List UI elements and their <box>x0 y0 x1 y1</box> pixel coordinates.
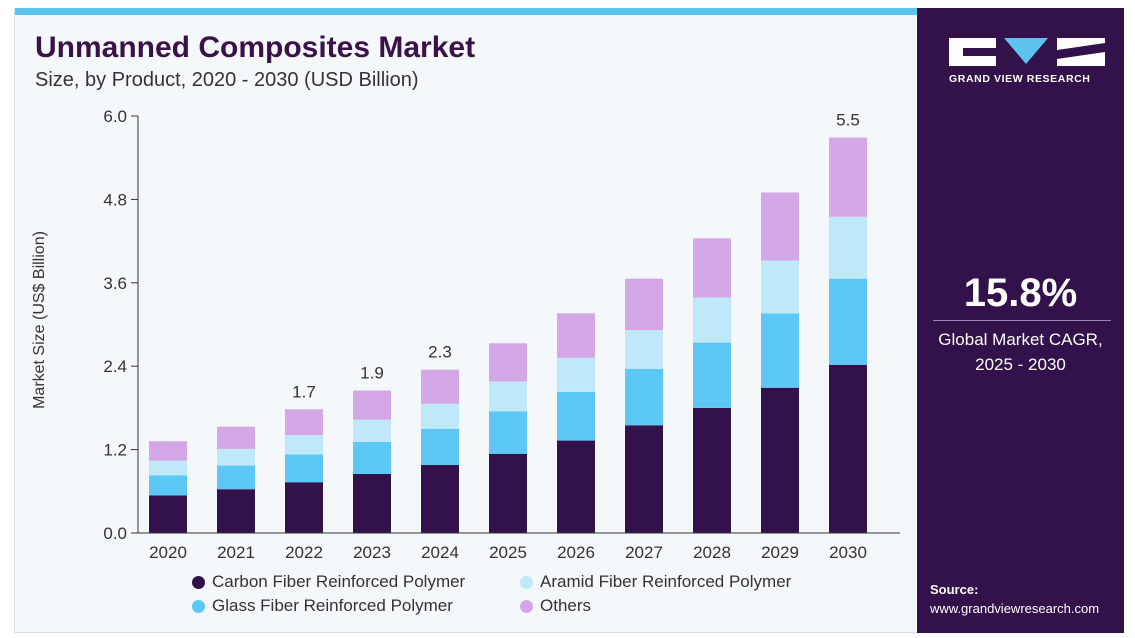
legend-swatch-glass <box>192 600 205 613</box>
cagr-value: 15.8% <box>963 271 1078 315</box>
gvr-logo-icon <box>949 38 1105 66</box>
chart-title: Unmanned Composites Market <box>35 31 476 64</box>
bar-segment <box>149 441 187 461</box>
bar-segment <box>421 369 459 404</box>
bar-segment <box>353 473 391 533</box>
y-tick-label: 2.4 <box>103 357 127 376</box>
bar-segment <box>761 260 799 314</box>
bar-segment <box>285 409 323 436</box>
bar-segment <box>489 343 527 382</box>
bar-segment <box>693 297 731 343</box>
bar-segment <box>285 482 323 533</box>
bar-segment <box>149 495 187 533</box>
x-axis: 2020 2021 2022 2023 2024 2025 2026 2027 2028 2029… <box>138 532 900 562</box>
bar-segment <box>829 137 867 217</box>
x-tick-label: 2020 <box>149 543 187 562</box>
source-url: www.grandviewresearch.com <box>930 601 1100 616</box>
x-tick-label: 2024 <box>421 543 459 562</box>
chart-subtitle: Size, by Product, 2020 - 2030 (USD Billi… <box>35 69 419 91</box>
bar-segment <box>217 465 255 490</box>
x-tick-label: 2022 <box>285 543 323 562</box>
legend-swatch-others <box>520 600 533 613</box>
accent-bar <box>15 8 917 15</box>
bar-segment <box>557 440 595 533</box>
data-labels: 1.7 1.9 2.3 5.5 <box>292 111 860 402</box>
bar-segment <box>625 368 663 426</box>
legend-swatch-carbon <box>192 576 205 589</box>
legend-label-glass: Glass Fiber Reinforced Polymer <box>212 596 453 615</box>
bar-segment <box>353 441 391 474</box>
y-tick-label: 3.6 <box>103 274 127 293</box>
bar-segment <box>625 425 663 533</box>
legend-label-others: Others <box>540 596 592 615</box>
x-tick-label: 2025 <box>489 543 527 562</box>
bar-segment <box>625 330 663 369</box>
x-tick-label: 2023 <box>353 543 391 562</box>
bar-segment <box>489 411 527 454</box>
data-label: 5.5 <box>836 111 860 130</box>
cagr-label-line1: Global Market CAGR, <box>938 330 1103 349</box>
bar-segment <box>693 342 731 408</box>
bar-segment <box>829 364 867 533</box>
cagr-label: Global Market CAGR, 2025 - 2030 <box>917 327 1124 377</box>
bar-segment <box>829 278 867 365</box>
bars <box>149 137 867 533</box>
bar-segment <box>761 192 799 261</box>
legend-swatch-aramid <box>520 576 533 589</box>
bar-segment <box>557 391 595 441</box>
source-label: Source: <box>930 582 979 597</box>
bar-segment <box>421 428 459 465</box>
x-tick-label: 2028 <box>693 543 731 562</box>
bar-segment <box>489 453 527 533</box>
bar-segment <box>761 387 799 533</box>
x-tick-label: 2027 <box>625 543 663 562</box>
bar-segment <box>557 313 595 358</box>
y-tick-label: 0.0 <box>103 524 127 543</box>
bar-segment <box>149 475 187 496</box>
bar-segment <box>353 390 391 420</box>
bar-segment <box>693 407 731 533</box>
y-tick-label: 1.2 <box>103 441 127 460</box>
bar-segment <box>285 435 323 455</box>
bar-segment <box>693 238 731 298</box>
bar-segment <box>285 454 323 483</box>
bar-segment <box>217 448 255 466</box>
cagr-label-line2: 2025 - 2030 <box>975 355 1066 374</box>
bar-segment <box>489 381 527 412</box>
y-axis-label: Market Size (US$ Billion) <box>31 231 48 409</box>
bar-segment <box>829 216 867 279</box>
bar-segment <box>421 464 459 533</box>
bar-segment <box>353 419 391 442</box>
cagr-divider <box>933 320 1111 321</box>
bar-segment <box>149 460 187 476</box>
bar-segment <box>217 426 255 449</box>
y-tick-label: 6.0 <box>103 107 127 126</box>
x-tick-label: 2030 <box>829 543 867 562</box>
stacked-bar-chart: Market Size (US$ Billion) 0.0 1.2 2.4 3.6 4.… <box>31 107 900 562</box>
x-tick-label: 2029 <box>761 543 799 562</box>
y-axis: 0.0 1.2 2.4 3.6 4.8 6.0 <box>103 107 139 543</box>
y-tick-label: 4.8 <box>103 190 127 209</box>
bar-segment <box>761 313 799 388</box>
bar-segment <box>557 357 595 392</box>
bar-segment <box>625 278 663 331</box>
x-tick-label: 2026 <box>557 543 595 562</box>
bar-segment <box>421 403 459 429</box>
data-label: 1.9 <box>360 364 384 383</box>
brand-name: GRAND VIEW RESEARCH <box>949 73 1091 85</box>
legend-label-aramid: Aramid Fiber Reinforced Polymer <box>540 572 792 591</box>
bar-segment <box>217 489 255 533</box>
legend-label-carbon: Carbon Fiber Reinforced Polymer <box>212 572 466 591</box>
data-label: 2.3 <box>428 343 452 362</box>
x-tick-label: 2021 <box>217 543 255 562</box>
data-label: 1.7 <box>292 382 316 401</box>
